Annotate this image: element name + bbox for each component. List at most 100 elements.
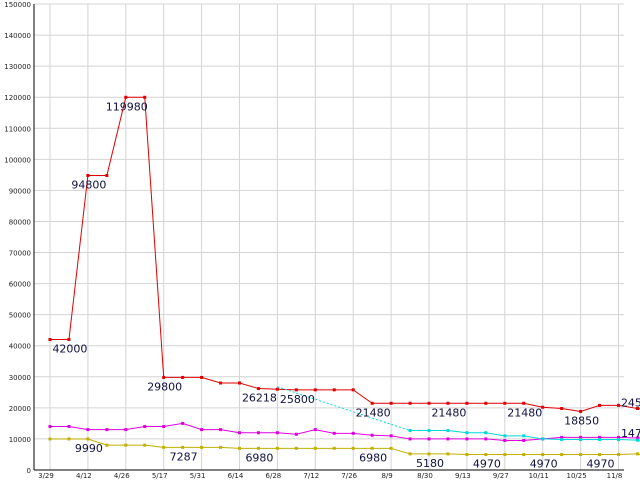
data-point: [313, 428, 317, 432]
data-point: [275, 387, 279, 391]
data-point: [560, 435, 564, 439]
data-point: [598, 438, 602, 442]
x-tick-label: 5/31: [190, 472, 206, 480]
y-tick-label: 140000: [4, 32, 31, 40]
y-tick-label: 90000: [9, 187, 31, 195]
x-tick-label: 9/13: [455, 472, 471, 480]
data-point: [67, 425, 71, 429]
data-point: [522, 438, 526, 442]
data-point: [162, 425, 166, 429]
y-tick-label: 60000: [9, 281, 31, 289]
data-point: [370, 401, 374, 405]
data-point: [635, 436, 639, 440]
data-point: [635, 452, 639, 456]
x-tick-label: 10/11: [529, 472, 549, 480]
data-point: [238, 381, 241, 385]
data-point: [427, 437, 431, 441]
data-point: [48, 338, 52, 342]
y-tick-label: 120000: [4, 94, 31, 102]
data-point: [635, 438, 639, 442]
data-point: [219, 445, 223, 449]
data-label: 6980: [359, 451, 387, 464]
data-point: [465, 437, 469, 441]
data-point: [579, 438, 583, 442]
data-point: [351, 388, 355, 392]
data-label: 4970: [530, 458, 558, 471]
data-point: [48, 437, 52, 441]
data-point: [579, 453, 583, 457]
data-point: [389, 446, 393, 450]
series-line: [50, 422, 640, 441]
data-point: [332, 431, 336, 435]
y-tick-label: 110000: [4, 125, 31, 133]
data-point: [313, 446, 317, 450]
series-line: [50, 438, 640, 456]
data-point: [408, 401, 412, 405]
data-point: [617, 452, 620, 456]
data-point: [541, 453, 545, 457]
data-point: [256, 387, 260, 391]
data-point: [446, 401, 450, 405]
data-point: [67, 437, 71, 441]
series-line: [410, 430, 640, 442]
data-label: 24580: [621, 397, 640, 410]
data-point: [484, 401, 488, 405]
series-lines: [50, 96, 640, 456]
data-point: [67, 338, 71, 342]
data-point: [484, 437, 488, 441]
data-point: [124, 443, 128, 447]
x-tick-label: 7/26: [341, 472, 357, 480]
data-point: [238, 446, 241, 450]
data-point: [484, 453, 488, 457]
data-label: 29800: [147, 380, 182, 393]
data-point: [124, 428, 128, 432]
y-axis-ticks: 0 10000 20000 30000 40000 50000 60000 70000 8000…: [4, 1, 31, 475]
series-points: [48, 95, 639, 457]
data-point: [143, 443, 147, 447]
data-point: [181, 375, 185, 379]
x-tick-label: 8/9: [381, 472, 392, 480]
data-point: [560, 406, 564, 410]
data-label: 21480: [356, 406, 391, 419]
x-tick-label: 6/14: [228, 472, 244, 480]
data-point: [579, 409, 583, 413]
grid: [34, 3, 624, 471]
data-label: 119980: [106, 100, 148, 113]
data-point: [560, 438, 564, 442]
y-tick-label: 80000: [9, 218, 31, 226]
data-point: [522, 401, 526, 405]
y-tick-label: 0: [27, 467, 31, 475]
x-tick-label: 11/8: [607, 472, 623, 480]
data-label: 26218: [242, 392, 277, 405]
data-point: [332, 446, 336, 450]
data-point: [86, 437, 90, 441]
x-axis-ticks: 3/29 4/12 4/26 5/17 5/31 6/14 6/28 7/12 7/26 8/9 8…: [38, 472, 622, 480]
x-tick-label: 9/27: [493, 472, 509, 480]
y-tick-label: 130000: [4, 63, 31, 71]
data-label: 14780: [621, 427, 640, 440]
x-tick-label: 10/25: [567, 472, 587, 480]
data-point: [541, 437, 545, 441]
y-tick-label: 20000: [9, 405, 31, 413]
data-point: [598, 403, 602, 407]
data-point: [275, 431, 279, 435]
y-tick-label: 50000: [9, 312, 31, 320]
data-point: [332, 388, 336, 392]
data-label: 18850: [564, 414, 599, 427]
data-point: [219, 381, 223, 385]
data-point: [617, 403, 620, 407]
data-point: [162, 375, 166, 379]
y-tick-label: 100000: [4, 156, 31, 164]
data-point: [635, 406, 639, 410]
y-tick-label: 30000: [9, 374, 31, 382]
data-point: [617, 438, 620, 442]
data-point: [446, 452, 450, 456]
data-point: [143, 425, 147, 429]
data-label: 4970: [587, 458, 615, 471]
x-tick-label: 4/26: [114, 472, 130, 480]
data-label: 6980: [245, 451, 273, 464]
data-label: 7287: [170, 450, 198, 463]
data-point: [181, 445, 185, 449]
x-tick-label: 3/29: [38, 472, 54, 480]
